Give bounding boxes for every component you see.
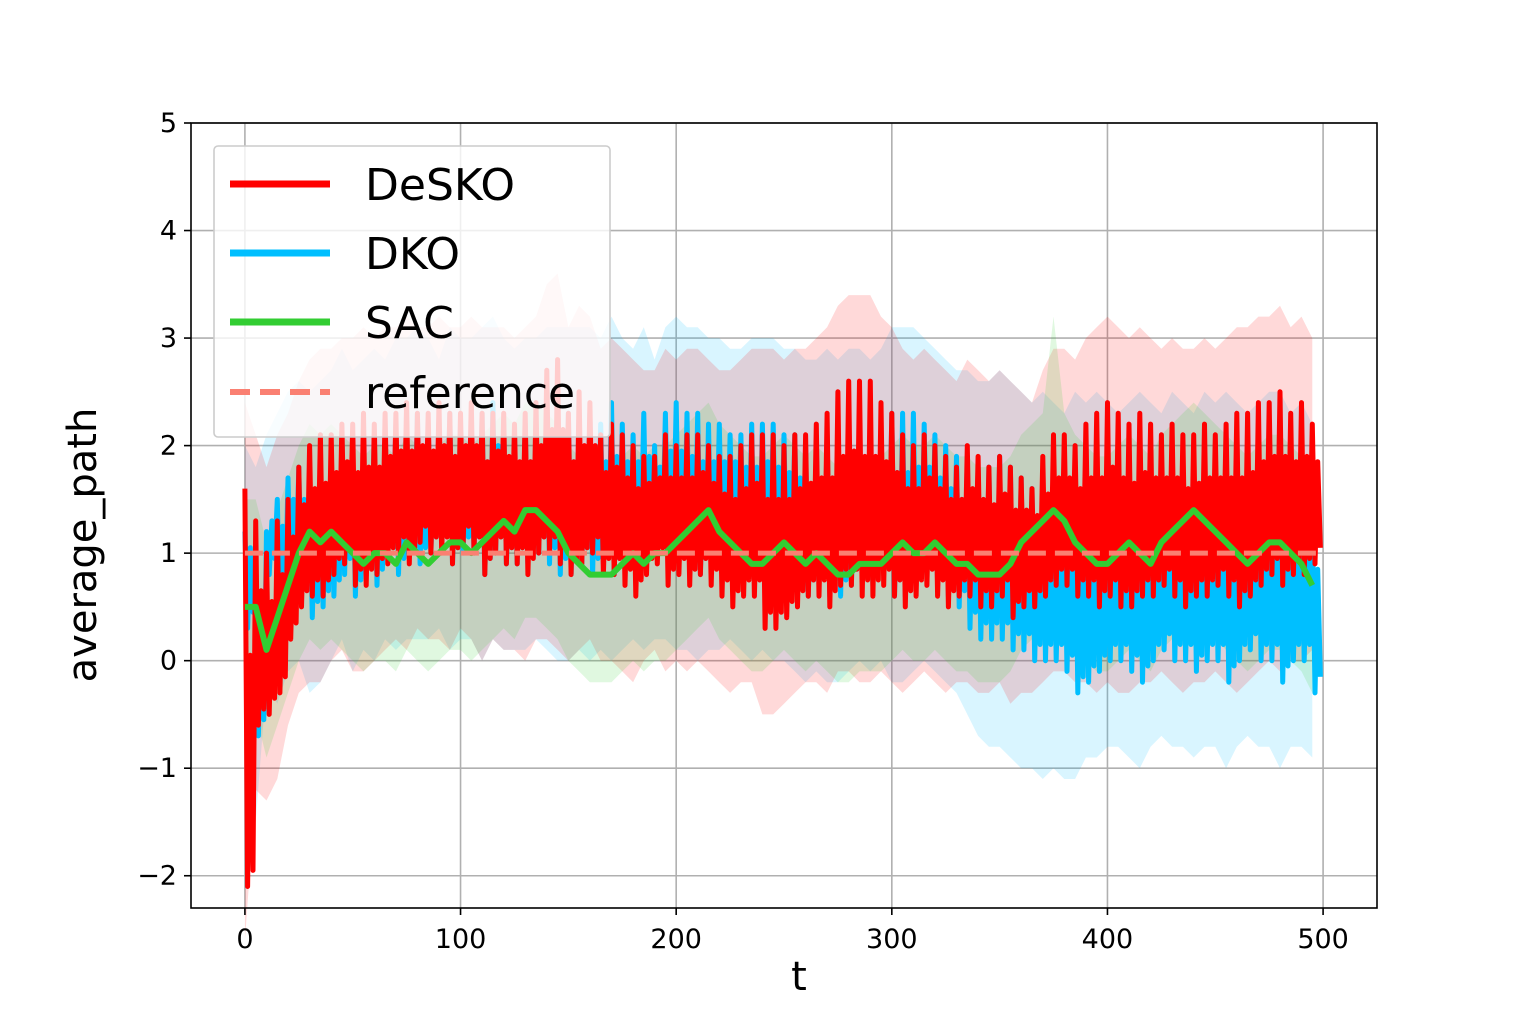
- x-tick-label: 300: [866, 924, 918, 955]
- x-tick-label: 0: [236, 924, 253, 955]
- y-tick-label: 1: [160, 538, 177, 569]
- tick-labels: 0 100 200 300 400 500 −2 −1 0 1 2 3 4 5: [137, 108, 1349, 955]
- legend-label-desko: DeSKO: [365, 160, 515, 211]
- x-axis-label: t: [791, 954, 807, 1000]
- x-tick-label: 200: [650, 924, 702, 955]
- legend-label-sac: SAC: [365, 298, 454, 349]
- legend: DeSKO DKO SAC reference: [213, 145, 611, 438]
- y-tick-label: 4: [160, 216, 177, 247]
- y-tick-label: −1: [137, 753, 177, 784]
- series-line-desko: [242, 357, 1323, 889]
- series-lines: [242, 357, 1324, 889]
- y-axis-label: average_path: [60, 408, 106, 683]
- series-line-sac: [244, 507, 1315, 653]
- legend-label-dko: DKO: [365, 229, 460, 280]
- x-tick-label: 500: [1297, 924, 1349, 955]
- legend-label-reference: reference: [365, 368, 575, 419]
- y-tick-label: 0: [160, 646, 177, 677]
- legend-box: [213, 145, 611, 438]
- x-tick-label: 100: [435, 924, 487, 955]
- y-tick-label: −2: [137, 861, 177, 892]
- x-tick-label: 400: [1082, 924, 1134, 955]
- y-tick-label: 2: [160, 431, 177, 462]
- y-tick-label: 5: [160, 108, 177, 139]
- y-tick-label: 3: [160, 323, 177, 354]
- plot-frame: [190, 122, 1378, 909]
